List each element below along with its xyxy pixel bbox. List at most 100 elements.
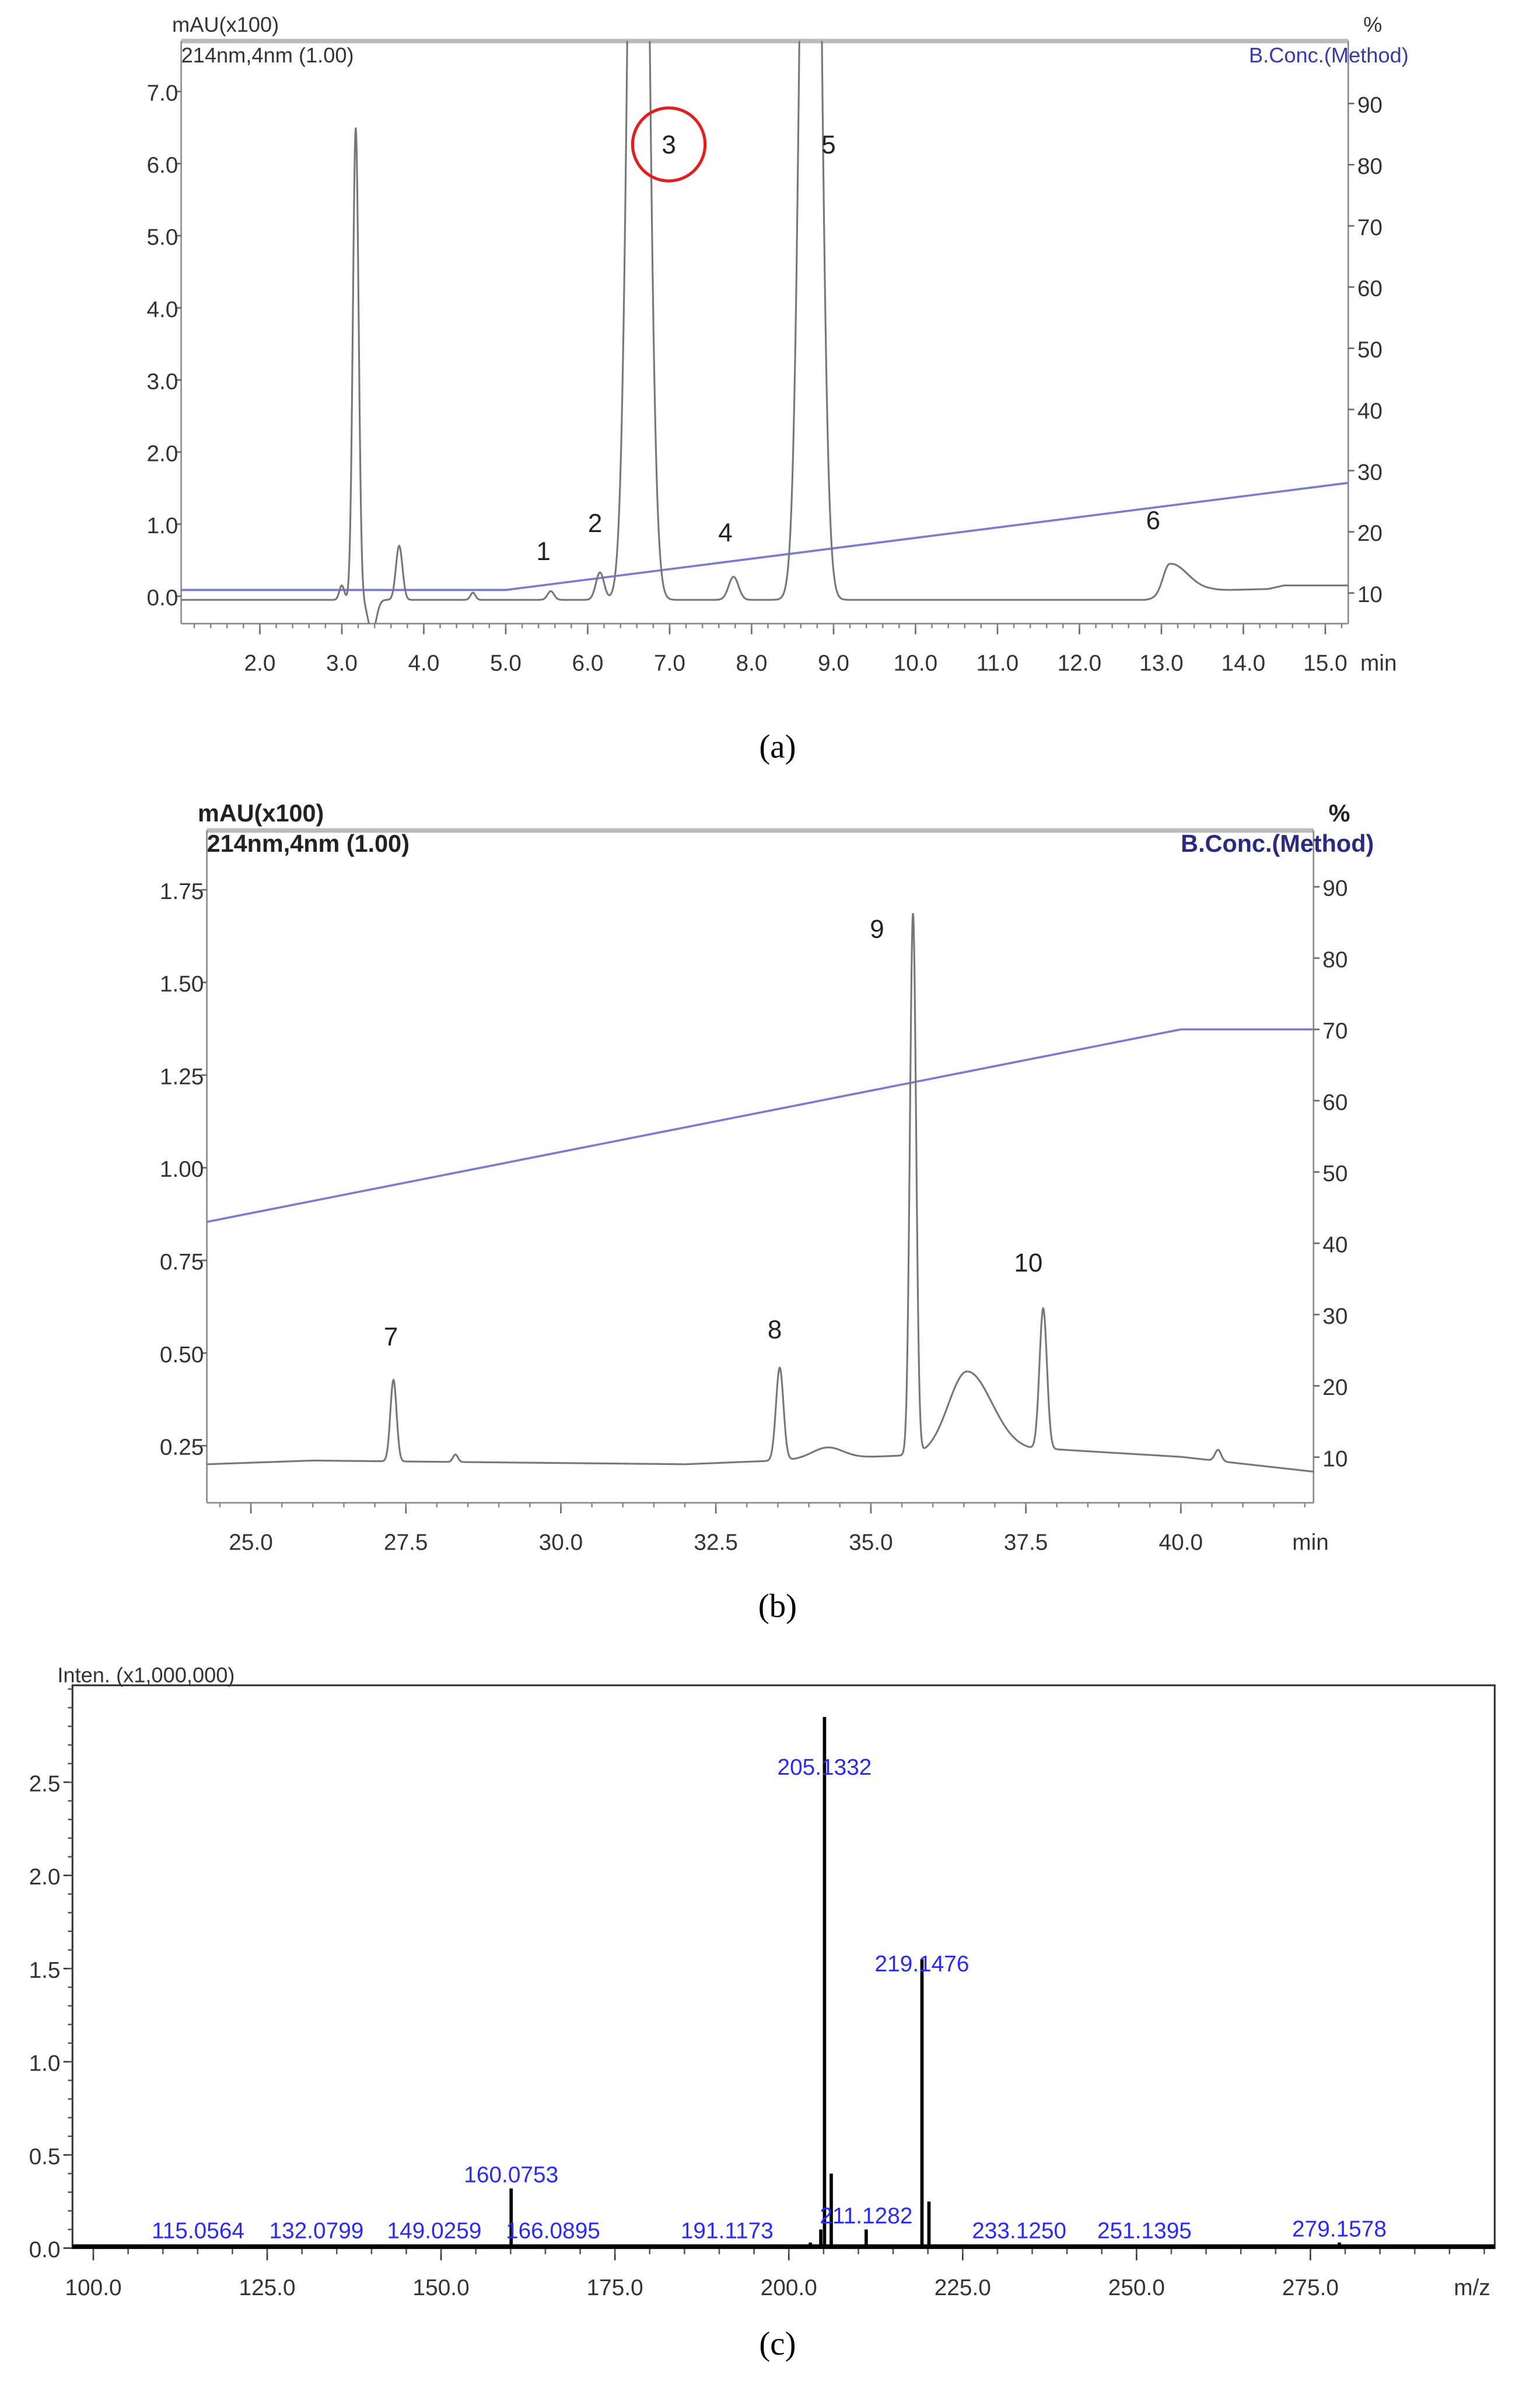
gradient-line xyxy=(206,1028,1314,1223)
x-tick-label: 125.0 xyxy=(239,2275,295,2300)
y2-tick-label: 80 xyxy=(1357,154,1382,179)
chromatogram-a: mAU(x100) 214nm,4nm (1.00)% B.Conc.(Method… xyxy=(146,13,1409,676)
peak-label: 9 xyxy=(870,915,884,944)
peak-mz-label: 132.0799 xyxy=(270,2218,364,2243)
y-axis-label: mAU(x100) xyxy=(172,13,279,37)
x-tick-label: 225.0 xyxy=(935,2275,991,2300)
y-tick-label: 2.0 xyxy=(29,1865,61,1890)
x-tick-label: 30.0 xyxy=(539,1530,583,1555)
y-tick-label: 2.5 xyxy=(29,1771,61,1796)
peak-label: 5 xyxy=(821,131,835,159)
peak-mz-label: 211.1282 xyxy=(820,2204,912,2229)
y-tick-label: 7.0 xyxy=(146,81,178,106)
y-axis-label: mAU(x100) xyxy=(198,799,324,827)
gradient-line xyxy=(181,481,1349,592)
highlight-circle xyxy=(631,106,707,183)
y-tick-label: 1.00 xyxy=(160,1157,204,1182)
y2-tick-label: 40 xyxy=(1357,398,1382,424)
y-tick-label: 0.5 xyxy=(29,2144,61,2169)
x-tick-label: 11.0 xyxy=(977,651,1019,676)
y2-tick-label: 10 xyxy=(1322,1446,1348,1471)
y2-tick-label: 20 xyxy=(1322,1375,1348,1400)
peak-label: 3 xyxy=(662,131,676,159)
x-tick-label: 10.0 xyxy=(894,651,938,676)
peak-label: 4 xyxy=(718,519,732,547)
y-tick-label: 0.50 xyxy=(160,1342,204,1368)
x-tick-label: 200.0 xyxy=(761,2275,817,2300)
y-tick-label: 1.0 xyxy=(146,513,178,538)
caption-a: (a) xyxy=(759,728,796,765)
x-tick-label: 5.0 xyxy=(490,651,522,676)
x-unit-label: min xyxy=(1360,651,1397,676)
x-tick-label: 275.0 xyxy=(1282,2275,1339,2300)
x-unit-label: min xyxy=(1292,1530,1329,1555)
y-tick-label: 6.0 xyxy=(146,153,178,178)
mass-spectrum-c: Inten. (x1,000,000) 100.0 125.0 150.0 175.0 2… xyxy=(29,1663,1496,2300)
peak-mz-label: 191.1173 xyxy=(681,2218,774,2243)
peak-mz-label: 219.1476 xyxy=(875,1952,970,1977)
y-tick-label: 0.0 xyxy=(146,585,178,610)
caption-b: (b) xyxy=(758,1587,797,1624)
chromatogram-b: mAU(x100) 214nm,4nm (1.00)% B.Conc.(Method… xyxy=(160,799,1374,1555)
y2-tick-label: 60 xyxy=(1357,277,1382,302)
x-tick-label: 8.0 xyxy=(736,651,767,676)
peak-label: 8 xyxy=(768,1316,782,1344)
y2-tick-label: 10 xyxy=(1357,582,1382,607)
y2-tick-label: 60 xyxy=(1322,1090,1348,1115)
x-tick-label: 12.0 xyxy=(1058,651,1102,676)
x-tick-label: 13.0 xyxy=(1139,651,1184,676)
peak-mz-label: 149.0259 xyxy=(387,2218,482,2243)
x-tick-label: 7.0 xyxy=(654,651,685,676)
y2-tick-label: 70 xyxy=(1357,215,1382,240)
y-axis-label: Inten. (x1,000,000) xyxy=(57,1663,235,1687)
x-tick-label: 100.0 xyxy=(65,2275,121,2300)
y2-tick-label: 20 xyxy=(1357,521,1382,546)
x-tick-label: 6.0 xyxy=(572,651,603,676)
y2-tick-label: 40 xyxy=(1322,1233,1348,1258)
peak-mz-label: 233.1250 xyxy=(972,2218,1066,2243)
x-tick-label: 150.0 xyxy=(413,2275,470,2300)
x-unit-label: m/z xyxy=(1454,2275,1490,2300)
y2-tick-label: 50 xyxy=(1357,337,1382,362)
y2-axis-label: % xyxy=(1329,799,1350,827)
y-tick-label: 1.0 xyxy=(29,2051,61,2076)
x-tick-label: 32.5 xyxy=(694,1530,738,1555)
x-tick-label: 4.0 xyxy=(408,651,439,676)
peak-mz-label: 166.0895 xyxy=(506,2218,600,2243)
detector-label: 214nm,4nm (1.00) xyxy=(207,830,410,857)
peak-mz-label: 115.0564 xyxy=(152,2218,244,2243)
gradient-series-label: B.Conc.(Method) xyxy=(1249,43,1409,67)
y-tick-label: 3.0 xyxy=(146,369,178,394)
peak-label: 1 xyxy=(536,537,550,566)
x-tick-label: 27.5 xyxy=(384,1530,428,1555)
x-tick-label: 40.0 xyxy=(1159,1530,1203,1555)
y2-tick-label: 80 xyxy=(1322,947,1348,973)
x-tick-label: 37.5 xyxy=(1004,1530,1048,1555)
y-tick-label: 0.25 xyxy=(160,1435,204,1460)
gradient-series-label: B.Conc.(Method) xyxy=(1181,830,1374,857)
caption-c: (c) xyxy=(759,2325,796,2362)
x-tick-label: 2.0 xyxy=(244,651,275,676)
x-tick-label: 250.0 xyxy=(1108,2275,1165,2300)
peak-label: 10 xyxy=(1014,1249,1042,1277)
y-tick-label: 4.0 xyxy=(146,297,178,322)
detector-label: 214nm,4nm (1.00) xyxy=(181,43,354,67)
peak-mz-label: 279.1578 xyxy=(1292,2216,1387,2241)
x-tick-label: 25.0 xyxy=(229,1530,273,1555)
chromatogram-trace xyxy=(206,912,1314,1473)
y-tick-label: 1.5 xyxy=(29,1958,61,1983)
y-tick-label: 1.50 xyxy=(160,971,204,996)
y2-tick-label: 90 xyxy=(1357,93,1382,118)
y-tick-label: 1.25 xyxy=(160,1064,204,1089)
y-tick-label: 5.0 xyxy=(146,225,178,250)
y2-tick-label: 30 xyxy=(1357,460,1382,485)
y2-tick-label: 50 xyxy=(1322,1161,1348,1186)
y-tick-label: 2.0 xyxy=(146,441,178,466)
x-tick-label: 175.0 xyxy=(587,2275,643,2300)
peak-label: 7 xyxy=(384,1323,398,1351)
peak-label: 6 xyxy=(1146,506,1160,535)
y2-tick-label: 70 xyxy=(1322,1019,1348,1044)
peak-mz-label: 251.1395 xyxy=(1097,2218,1192,2243)
